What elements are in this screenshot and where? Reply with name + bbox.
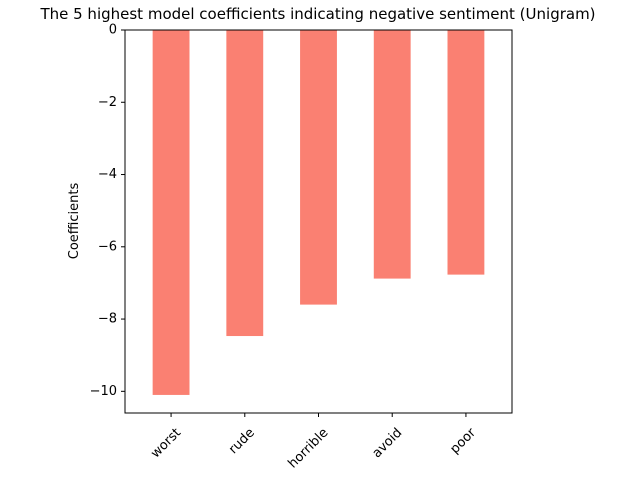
y-tick-label: −4 xyxy=(98,167,117,182)
x-tick-label: rude xyxy=(226,425,258,457)
x-ticks-group: worst rude horrible avoid poor xyxy=(148,413,479,472)
bar-worst xyxy=(152,30,190,395)
bar-poor xyxy=(447,30,485,275)
chart-title: The 5 highest model coefficients indicat… xyxy=(39,5,595,23)
y-tick-label: −10 xyxy=(90,384,117,399)
x-tick-label: horrible xyxy=(285,425,331,471)
bars-group xyxy=(152,30,485,395)
bar-horrible xyxy=(300,30,337,305)
plot-frame xyxy=(124,29,513,414)
y-tick-label: −2 xyxy=(98,95,117,110)
bar-rude xyxy=(226,30,264,337)
y-tick-label: −8 xyxy=(98,312,117,327)
y-tick-label: −6 xyxy=(98,239,117,254)
y-axis-label: Coefficients xyxy=(67,183,82,260)
y-ticks-group: 0 −2 −4 −6 −8 −10 xyxy=(90,23,125,399)
bar-avoid xyxy=(373,30,411,279)
x-tick-label: poor xyxy=(448,425,480,457)
y-tick-label: 0 xyxy=(109,23,117,38)
x-tick-label: avoid xyxy=(370,425,406,461)
x-tick-label: worst xyxy=(148,425,184,461)
